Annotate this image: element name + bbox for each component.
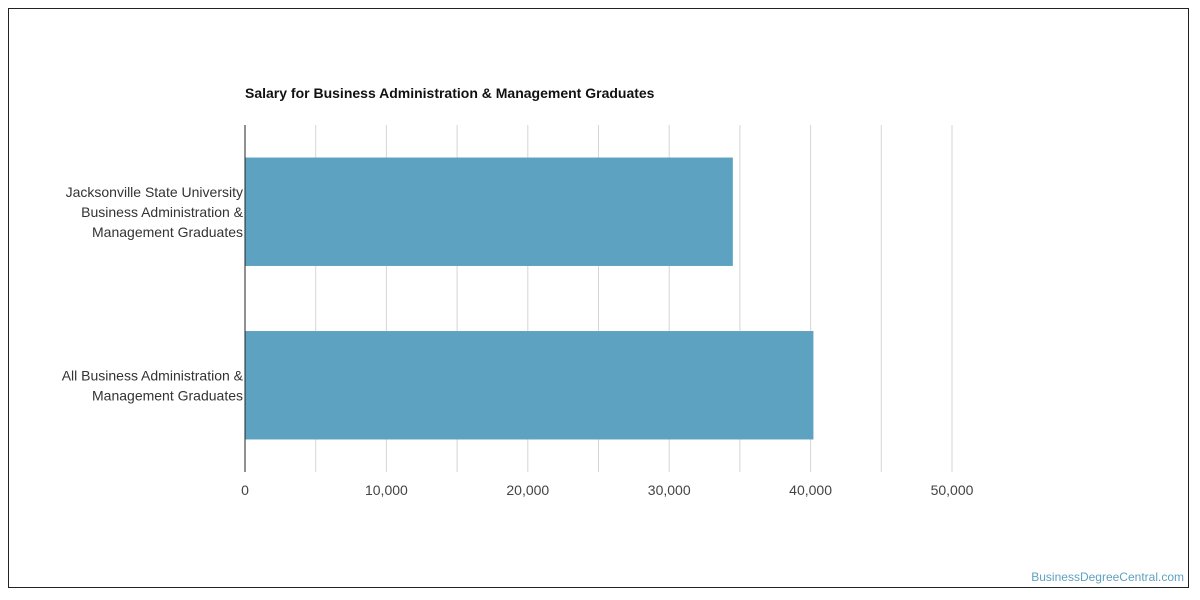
x-tick-label: 0 bbox=[241, 482, 249, 498]
x-tick-label: 30,000 bbox=[648, 482, 691, 498]
x-tick-label: 50,000 bbox=[931, 482, 974, 498]
category-label: Jacksonville State University Business Ad… bbox=[66, 184, 244, 240]
x-tick-label: 40,000 bbox=[789, 482, 832, 498]
bar bbox=[245, 331, 814, 440]
x-tick-label: 20,000 bbox=[506, 482, 549, 498]
x-tick-label: 10,000 bbox=[365, 482, 408, 498]
bar bbox=[245, 157, 733, 266]
watermark: BusinessDegreeCentral.com bbox=[1031, 570, 1184, 584]
chart-title: Salary for Business Administration & Man… bbox=[245, 85, 655, 101]
category-label: All Business Administration & Management … bbox=[62, 367, 244, 403]
